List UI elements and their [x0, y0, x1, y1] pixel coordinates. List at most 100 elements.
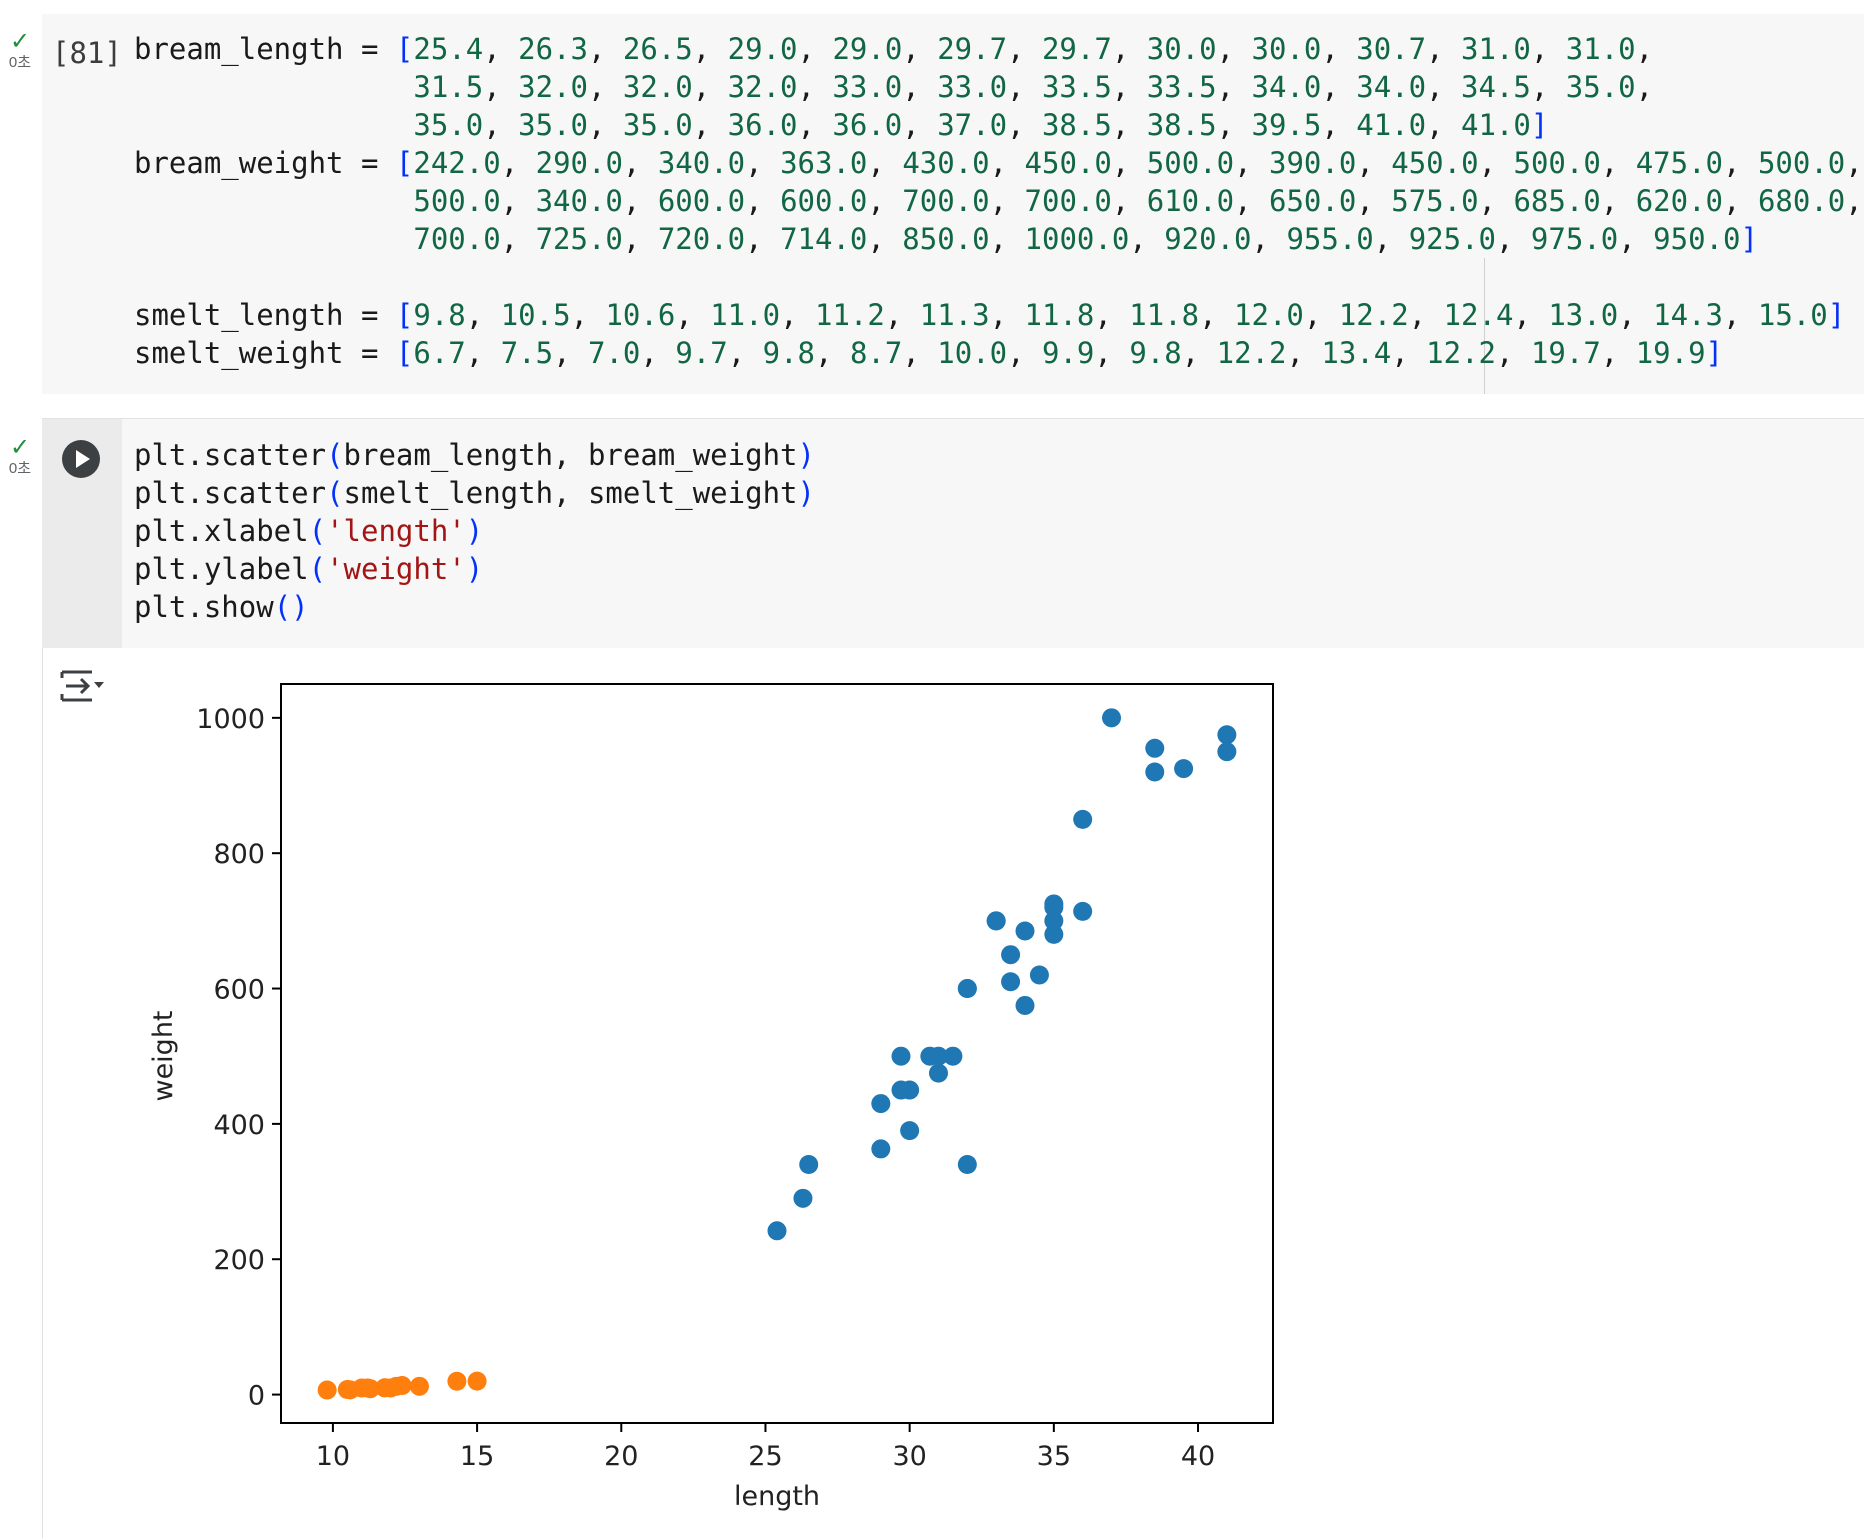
list-value: 450.0: [1024, 146, 1112, 180]
list-value: 500.0: [413, 184, 501, 218]
x-axis-label: length: [734, 1481, 820, 1512]
bream-point: [1029, 965, 1049, 985]
bream-point: [1044, 897, 1064, 917]
list-value: 12.2: [1338, 298, 1409, 332]
list-value: 242.0: [413, 146, 501, 180]
list-value: 41.0: [1461, 108, 1531, 142]
list-value: 11.2: [814, 298, 885, 332]
list-value: 950.0: [1653, 222, 1741, 256]
bream-point: [957, 1154, 977, 1174]
list-value: 31.0: [1565, 32, 1636, 66]
bream-point: [1102, 708, 1122, 728]
execution-count: [81]: [52, 36, 122, 70]
bream-point: [1217, 725, 1237, 745]
list-value: 29.7: [937, 32, 1008, 66]
y-tick-label: 0: [248, 1381, 265, 1412]
code-cell-1[interactable]: [42, 14, 1864, 394]
code-token: 'weight': [326, 552, 466, 586]
smelt-point: [409, 1376, 429, 1396]
list-value: 34.0: [1251, 70, 1322, 104]
y-tick-label: 400: [213, 1110, 265, 1141]
list-value: 35.0: [413, 108, 484, 142]
bream-point: [943, 1046, 963, 1066]
list-value: 430.0: [902, 146, 990, 180]
list-value: 35.0: [622, 108, 693, 142]
list-value: 26.5: [622, 32, 693, 66]
exec-time: 0초: [8, 460, 32, 477]
list-value: 36.0: [727, 108, 798, 142]
list-value: 10.5: [500, 298, 571, 332]
success-check-icon: ✓: [9, 434, 31, 461]
list-value: 33.5: [1041, 70, 1112, 104]
run-cell-button[interactable]: [62, 440, 100, 478]
list-value: 600.0: [780, 184, 868, 218]
bream-point: [986, 911, 1006, 931]
list-value: 37.0: [937, 108, 1008, 142]
list-value: 39.5: [1251, 108, 1322, 142]
bream-point: [957, 979, 977, 999]
list-value: 38.5: [1146, 108, 1217, 142]
code-token: plt.ylabel: [134, 552, 309, 586]
list-value: 34.5: [1461, 70, 1531, 104]
smelt-point: [447, 1371, 467, 1391]
list-value: 11.0: [710, 298, 781, 332]
cell2-status: ✓ 0초: [0, 436, 40, 478]
y-tick-label: 200: [213, 1245, 265, 1276]
x-tick-label: 40: [1181, 1441, 1215, 1472]
list-value: 575.0: [1391, 184, 1479, 218]
list-value: 35.0: [518, 108, 588, 142]
list-value: 975.0: [1530, 222, 1619, 256]
list-value: 700.0: [413, 222, 501, 256]
list-value: 30.0: [1146, 32, 1217, 66]
y-tick-label: 600: [213, 975, 265, 1006]
bream-point: [1145, 738, 1165, 758]
output-actions-icon[interactable]: [58, 664, 106, 708]
list-value: 9.7: [675, 336, 728, 370]
x-tick-label: 35: [1037, 1441, 1071, 1472]
list-value: 38.5: [1041, 108, 1112, 142]
list-value: 33.5: [1146, 70, 1217, 104]
list-value: 450.0: [1391, 146, 1479, 180]
list-value: 11.8: [1129, 298, 1200, 332]
code-token: plt.scatter: [134, 438, 327, 472]
bream-point: [1174, 759, 1194, 779]
smelt-point: [317, 1380, 337, 1400]
list-value: 1000.0: [1024, 222, 1130, 256]
list-value: 620.0: [1635, 184, 1724, 218]
variable-name: smelt_length: [134, 298, 344, 332]
list-value: 15.0: [1757, 298, 1828, 332]
list-value: 12.2: [1216, 336, 1287, 370]
list-value: 290.0: [535, 146, 623, 180]
list-value: 29.0: [727, 32, 798, 66]
code-editor-2[interactable]: plt.scatter(bream_length, bream_weight) …: [134, 438, 815, 624]
bream-point: [1001, 972, 1021, 992]
success-check-icon: ✓: [9, 28, 31, 55]
bream-point: [767, 1221, 787, 1241]
list-value: 500.0: [1513, 146, 1601, 180]
list-value: 955.0: [1286, 222, 1374, 256]
bream-point: [871, 1094, 891, 1114]
list-value: 725.0: [535, 222, 623, 256]
variable-name: bream_weight: [134, 146, 344, 180]
code-editor-1[interactable]: bream_length = [25.4, 26.3, 26.5, 29.0, …: [134, 32, 1863, 370]
code-token: smelt_length: [343, 476, 554, 510]
list-value: 11.3: [919, 298, 990, 332]
variable-name: smelt_weight: [134, 336, 344, 370]
list-value: 12.2: [1426, 336, 1497, 370]
list-value: 9.8: [762, 336, 816, 370]
smelt-point: [360, 1379, 380, 1399]
list-value: 29.7: [1041, 32, 1112, 66]
bream-point: [900, 1080, 920, 1100]
list-value: 7.5: [500, 336, 554, 370]
list-value: 35.0: [1565, 70, 1636, 104]
y-tick-label: 800: [213, 839, 265, 870]
x-tick-label: 10: [316, 1441, 350, 1472]
x-tick-label: 25: [748, 1441, 782, 1472]
variable-name: bream_length: [134, 32, 344, 66]
list-value: 13.0: [1548, 298, 1619, 332]
list-value: 9.8: [1129, 336, 1182, 370]
list-value: 10.6: [605, 298, 676, 332]
list-value: 25.4: [413, 32, 484, 66]
list-value: 30.7: [1356, 32, 1427, 66]
